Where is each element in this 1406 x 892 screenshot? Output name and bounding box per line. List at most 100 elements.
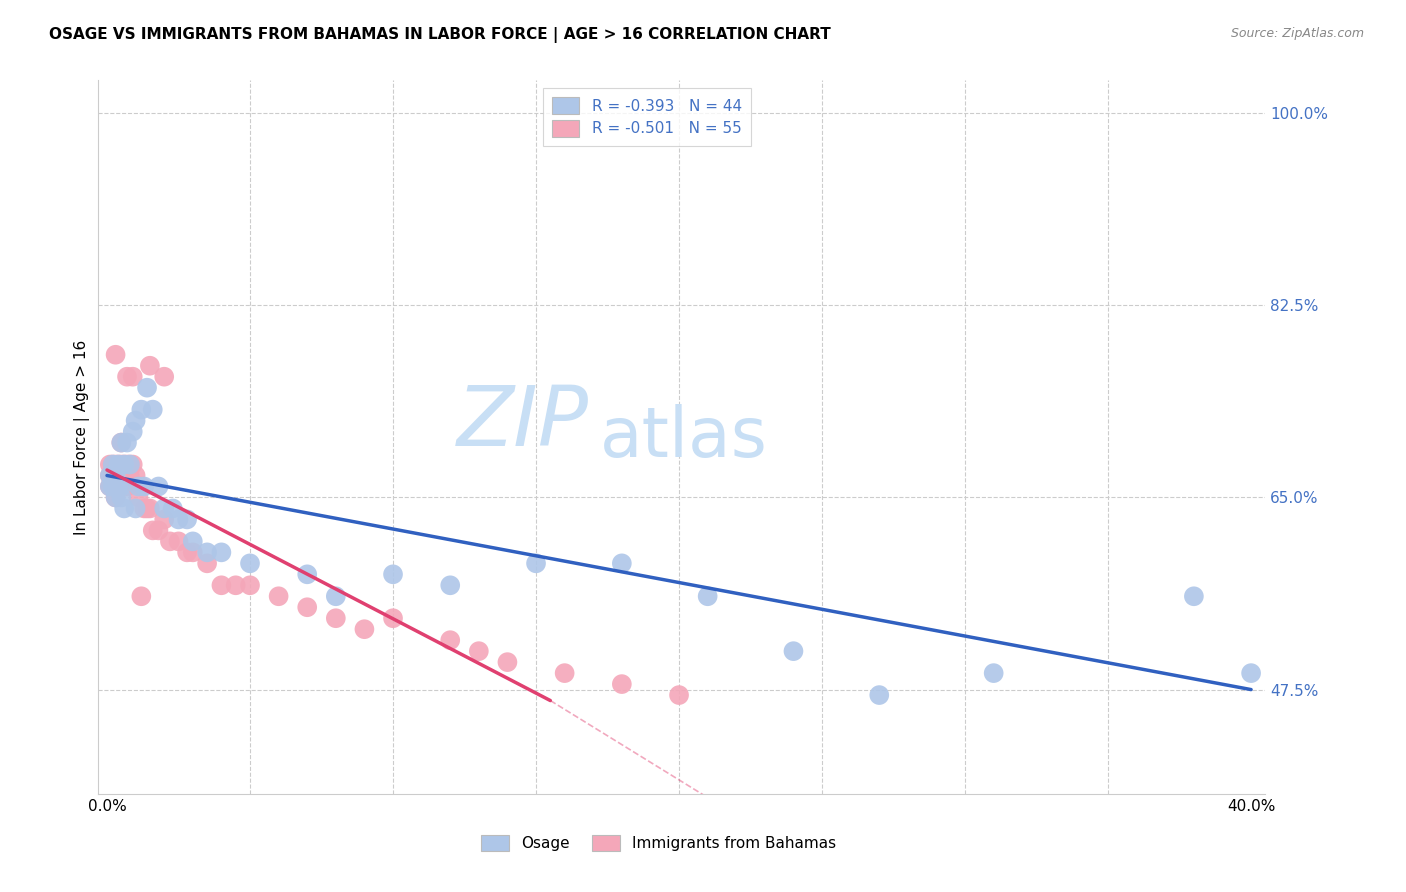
Point bbox=[782, 644, 804, 658]
Point bbox=[115, 458, 138, 472]
Point bbox=[104, 491, 127, 505]
Point bbox=[610, 557, 633, 571]
Point bbox=[167, 534, 190, 549]
Point bbox=[325, 611, 347, 625]
Point bbox=[181, 534, 204, 549]
Point bbox=[112, 458, 135, 472]
Point bbox=[101, 458, 124, 472]
Point bbox=[121, 369, 143, 384]
Point bbox=[153, 501, 176, 516]
Point bbox=[98, 479, 121, 493]
Point bbox=[139, 501, 162, 516]
Point bbox=[101, 468, 124, 483]
Point bbox=[127, 479, 149, 493]
Point bbox=[112, 501, 135, 516]
Point bbox=[121, 458, 143, 472]
Point bbox=[209, 545, 232, 559]
Text: Source: ZipAtlas.com: Source: ZipAtlas.com bbox=[1230, 27, 1364, 40]
Point bbox=[162, 501, 184, 516]
Point bbox=[496, 655, 519, 669]
Point bbox=[107, 458, 129, 472]
Point bbox=[112, 458, 135, 472]
Point bbox=[554, 666, 576, 681]
Point bbox=[127, 491, 149, 505]
Point bbox=[148, 524, 170, 538]
Point bbox=[112, 479, 135, 493]
Point bbox=[104, 491, 127, 505]
Point bbox=[195, 557, 218, 571]
Point bbox=[468, 644, 491, 658]
Text: atlas: atlas bbox=[600, 403, 768, 471]
Point bbox=[153, 369, 176, 384]
Point bbox=[115, 435, 138, 450]
Point bbox=[439, 578, 461, 592]
Point bbox=[104, 479, 127, 493]
Point bbox=[101, 458, 124, 472]
Point bbox=[134, 479, 156, 493]
Point bbox=[104, 468, 127, 483]
Point bbox=[668, 688, 690, 702]
Y-axis label: In Labor Force | Age > 16: In Labor Force | Age > 16 bbox=[75, 340, 90, 534]
Point bbox=[110, 435, 132, 450]
Point bbox=[107, 479, 129, 493]
Point bbox=[121, 425, 143, 439]
Point bbox=[610, 677, 633, 691]
Point bbox=[153, 512, 176, 526]
Point bbox=[101, 479, 124, 493]
Point bbox=[159, 534, 181, 549]
Point bbox=[239, 557, 262, 571]
Point bbox=[239, 578, 262, 592]
Point bbox=[98, 468, 121, 483]
Point bbox=[136, 381, 159, 395]
Point bbox=[1240, 666, 1263, 681]
Point bbox=[297, 600, 319, 615]
Point bbox=[110, 479, 132, 493]
Point bbox=[148, 479, 170, 493]
Point bbox=[104, 348, 127, 362]
Point bbox=[325, 589, 347, 603]
Point bbox=[297, 567, 319, 582]
Text: ZIP: ZIP bbox=[457, 383, 589, 463]
Point bbox=[107, 479, 129, 493]
Point bbox=[124, 414, 146, 428]
Point bbox=[267, 589, 290, 603]
Point bbox=[868, 688, 890, 702]
Point bbox=[382, 567, 405, 582]
Point bbox=[101, 479, 124, 493]
Point bbox=[195, 545, 218, 559]
Point bbox=[167, 512, 190, 526]
Legend: Osage, Immigrants from Bahamas: Osage, Immigrants from Bahamas bbox=[475, 829, 842, 857]
Point bbox=[382, 611, 405, 625]
Point bbox=[110, 479, 132, 493]
Point bbox=[142, 402, 165, 417]
Point bbox=[176, 545, 198, 559]
Point bbox=[98, 468, 121, 483]
Text: OSAGE VS IMMIGRANTS FROM BAHAMAS IN LABOR FORCE | AGE > 16 CORRELATION CHART: OSAGE VS IMMIGRANTS FROM BAHAMAS IN LABO… bbox=[49, 27, 831, 43]
Point bbox=[110, 458, 132, 472]
Point bbox=[118, 468, 141, 483]
Point bbox=[134, 501, 156, 516]
Point bbox=[118, 458, 141, 472]
Point bbox=[983, 666, 1005, 681]
Point bbox=[142, 524, 165, 538]
Point bbox=[139, 359, 162, 373]
Point bbox=[104, 458, 127, 472]
Point bbox=[118, 458, 141, 472]
Point bbox=[98, 458, 121, 472]
Point bbox=[353, 622, 375, 636]
Point bbox=[124, 468, 146, 483]
Point bbox=[98, 479, 121, 493]
Point bbox=[181, 545, 204, 559]
Point bbox=[124, 501, 146, 516]
Point bbox=[131, 589, 153, 603]
Point bbox=[176, 512, 198, 526]
Point bbox=[131, 479, 153, 493]
Point bbox=[131, 402, 153, 417]
Point bbox=[696, 589, 718, 603]
Point bbox=[107, 458, 129, 472]
Point bbox=[136, 501, 159, 516]
Point bbox=[110, 435, 132, 450]
Point bbox=[225, 578, 247, 592]
Point bbox=[1182, 589, 1205, 603]
Point bbox=[209, 578, 232, 592]
